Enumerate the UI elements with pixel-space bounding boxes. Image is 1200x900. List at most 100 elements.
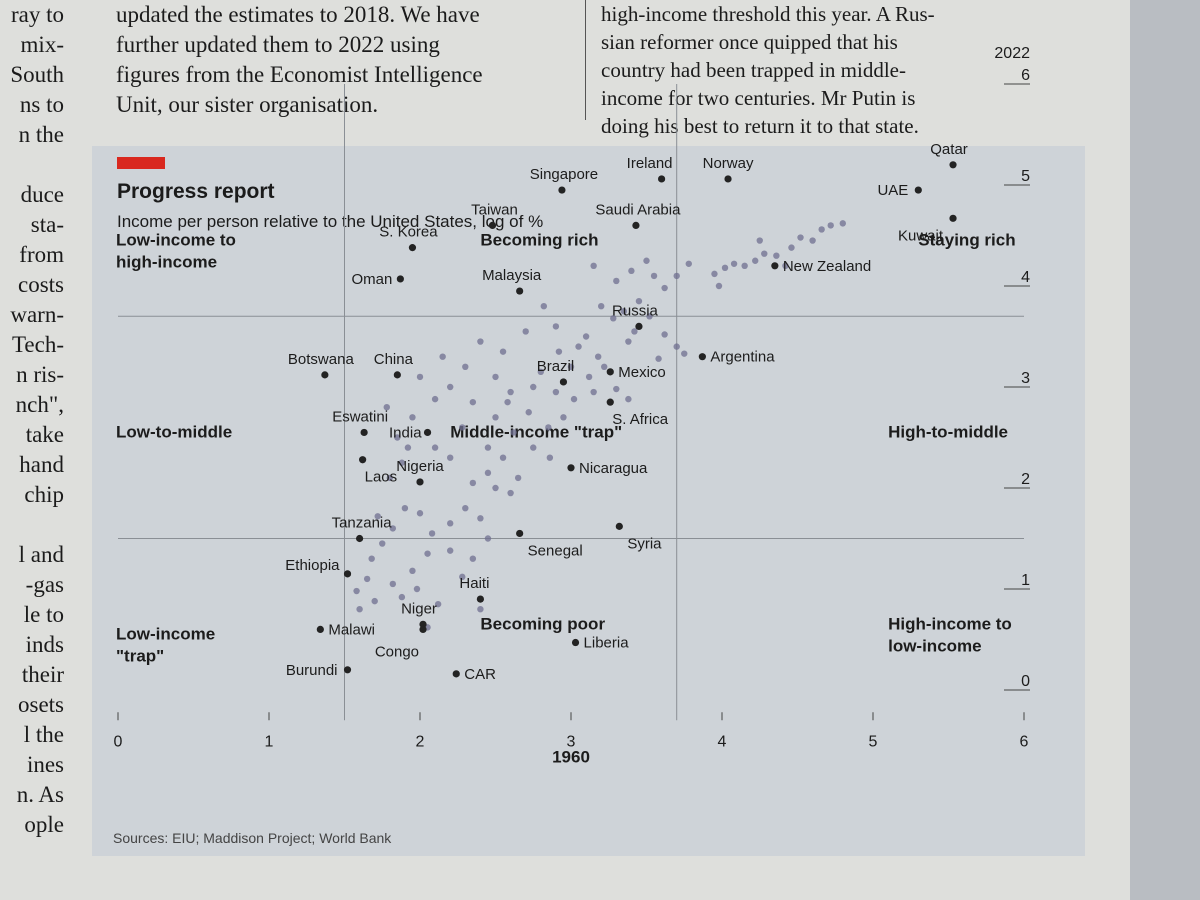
data-point (613, 277, 620, 285)
data-point (379, 540, 386, 547)
data-point (401, 505, 409, 512)
data-point (620, 308, 628, 315)
point-label: Botswana (288, 351, 355, 368)
point-label: Russia (612, 302, 659, 319)
data-point (681, 350, 688, 357)
data-point (560, 414, 567, 421)
margin-fragment: l and (18, 542, 64, 567)
margin-fragment: warn- (10, 302, 64, 327)
data-point (673, 272, 680, 280)
data-point-labeled (567, 464, 575, 472)
data-point (797, 234, 804, 241)
data-point (431, 395, 439, 403)
data-point (389, 580, 397, 588)
margin-fragment: ople (24, 812, 64, 837)
data-point-labeled (321, 371, 329, 379)
data-point (409, 567, 416, 575)
data-point (371, 597, 378, 605)
margin-fragment: osets (18, 692, 64, 717)
chart-source: Sources: EIU; Maddison Project; World Ba… (113, 830, 392, 846)
y-tick-label: 4 (1021, 269, 1030, 286)
x-tick-label: 4 (718, 734, 727, 751)
data-point (374, 513, 381, 520)
data-point-labeled (419, 620, 427, 628)
data-point (398, 459, 406, 466)
data-point (635, 297, 643, 305)
data-point (469, 555, 477, 562)
data-point (625, 338, 632, 345)
data-point (628, 267, 635, 275)
article-column-a: updated the estimates to 2018. We have f… (116, 0, 566, 120)
margin-fragment: l the (23, 722, 64, 747)
data-point-labeled (949, 161, 957, 169)
x-tick-label: 3 (567, 734, 576, 751)
point-label: Malawi (328, 621, 375, 638)
data-point-labeled (615, 522, 623, 530)
data-point (462, 363, 469, 370)
data-point-labeled (396, 275, 404, 283)
article-line: doing his best to return it to that stat… (601, 114, 919, 138)
data-point (788, 244, 795, 251)
margin-fragment: chip (24, 482, 64, 507)
data-point-labeled (558, 186, 566, 194)
point-label: CAR (464, 666, 496, 683)
data-point (459, 573, 466, 581)
point-label: Malaysia (482, 267, 542, 284)
data-point (514, 474, 522, 482)
data-point (492, 414, 499, 421)
data-point (773, 252, 780, 259)
data-point (711, 270, 718, 278)
data-point (661, 331, 668, 338)
data-point (585, 373, 593, 381)
article-line: updated the estimates to 2018. We have (116, 2, 480, 27)
data-point (598, 303, 605, 310)
x-tick-label: 5 (869, 734, 878, 751)
left-column-fragments: ray to mix- South ns to n the duce sta-from cos… (0, 0, 64, 860)
data-point (469, 398, 477, 406)
data-point (661, 284, 668, 292)
data-point (575, 343, 582, 350)
data-point (685, 260, 692, 267)
data-point-labeled (476, 595, 484, 603)
data-point-labeled (516, 529, 524, 538)
data-point (646, 313, 653, 320)
x-tick-label: 0 (114, 734, 123, 751)
data-point (398, 593, 406, 601)
next-page-edge (1130, 0, 1200, 900)
y-tick-label: 0 (1021, 673, 1030, 690)
point-label: Brazil (537, 358, 575, 375)
point-label: Taiwan (471, 201, 518, 218)
data-point-labeled (658, 175, 666, 183)
data-point-labeled (516, 287, 524, 295)
margin-fragment: ines (26, 752, 64, 777)
point-label: Mexico (618, 364, 666, 381)
x-tick-label: 6 (1020, 734, 1029, 751)
data-point-labeled (359, 456, 367, 464)
quadrant-label: Low-income (116, 625, 215, 644)
data-point (434, 600, 442, 608)
data-point (552, 323, 560, 330)
data-point (590, 262, 597, 269)
data-point-labeled (698, 353, 706, 361)
point-label: Syria (627, 535, 662, 552)
y-tick-label: 5 (1021, 168, 1030, 185)
chart-subtitle: Income per person relative to the United… (117, 212, 544, 231)
article-line: Unit, our sister organisation. (116, 92, 379, 117)
point-label: India (389, 424, 422, 441)
data-point (499, 348, 507, 355)
data-point (416, 373, 424, 381)
article-line: country had been trapped in middle- (601, 58, 906, 82)
data-point (721, 264, 729, 272)
data-point (540, 303, 548, 310)
margin-fragment: hand (19, 452, 64, 477)
point-label: S. Korea (379, 224, 438, 241)
data-point (613, 385, 620, 393)
data-point (447, 547, 454, 554)
point-label: Norway (703, 155, 754, 172)
quadrant-label: Low-to-middle (116, 423, 232, 442)
margin-fragment: -gas (25, 572, 64, 597)
margin-fragment: inds (25, 632, 64, 657)
margin-fragment: n ris- (16, 362, 64, 387)
quadrant-label: Staying rich (918, 231, 1015, 250)
quadrant-label: Low-income to (116, 231, 236, 250)
